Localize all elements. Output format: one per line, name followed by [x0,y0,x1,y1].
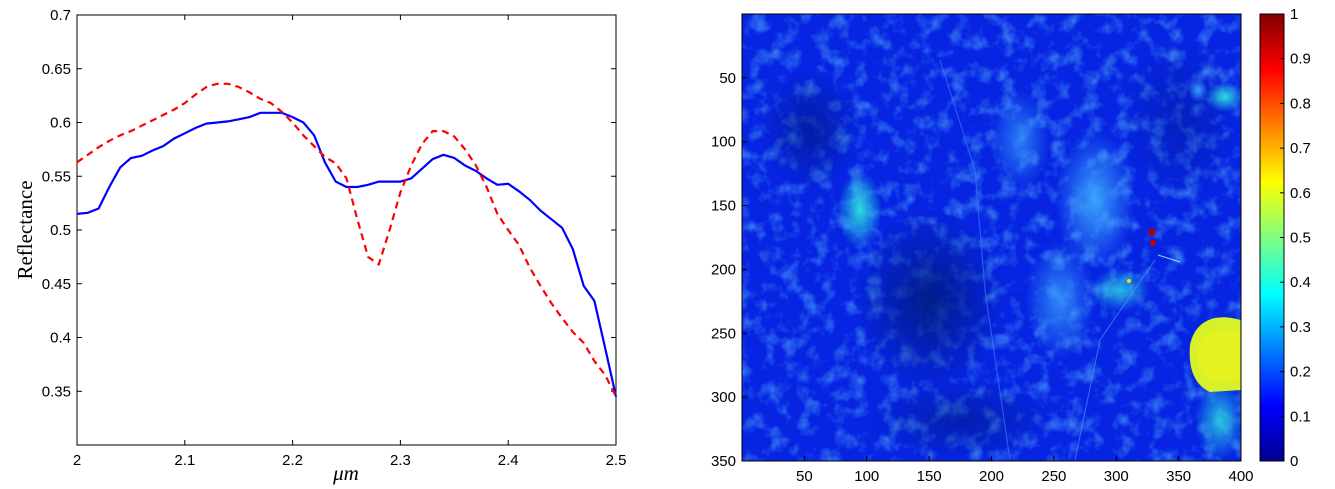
y-tick-label: 0.4 [50,330,71,347]
heatmap-y-ticks: 50 100 150 200 250 300 350 [711,70,747,470]
y-tick-label: 0.6 [50,115,71,132]
y-tick-label: 0.7 [50,7,71,24]
heatmap-x-tick-label: 400 [1228,468,1253,485]
colorbar-tick-label: 0.6 [1290,185,1311,202]
heatmap-y-tick-label: 300 [711,389,736,406]
x-tick-label: 2.5 [606,452,627,469]
y-tick-label: 0.5 [50,222,71,239]
x-tick-label: 2.2 [282,452,303,469]
colorbar-tick-label: 0.2 [1290,364,1311,381]
colorbar-tick-label: 1 [1290,6,1298,23]
heatmap-x-tick-label: 100 [854,468,879,485]
x-tick-label: 2.1 [174,452,195,469]
x-axis-ticks: 2 2.1 2.2 2.3 2.4 2.5 [73,15,627,469]
colorbar: 0 0.1 0.2 0.3 0.4 0.5 0.6 0.7 0.8 0.9 1 [1259,6,1311,470]
heatmap-image: 50 100 150 200 250 300 350 400 50 100 150 200 250 30… [711,13,1254,485]
heatmap-x-tick-label: 300 [1104,468,1129,485]
heatmap-x-tick-label: 150 [917,468,942,485]
y-tick-label: 0.55 [42,168,71,185]
spectrum-line-chart: 2 2.1 2.2 2.3 2.4 2.5 0.350.40.450.50.550.60.… [13,7,626,485]
y-tick-label: 0.65 [42,61,71,78]
plot-area [76,14,617,446]
series-line-solid [76,111,618,397]
heatmap-y-tick-label: 200 [711,261,736,278]
colorbar-tick-label: 0.5 [1290,230,1311,247]
heatmap-x-tick-label: 350 [1166,468,1191,485]
heatmap-x-ticks: 50 100 150 200 250 300 350 400 [796,456,1254,485]
y-tick-label: 0.45 [42,276,71,293]
heatmap-y-tick-label: 100 [711,134,736,151]
heatmap-y-tick-label: 250 [711,325,736,342]
x-tick-label: 2.4 [498,452,519,469]
colorbar-tick-label: 0 [1290,453,1298,470]
heatmap-y-tick-label: 50 [719,70,736,87]
x-tick-label: 2 [73,452,81,469]
y-tick-label: 0.35 [42,383,71,400]
heatmap-y-tick-label: 350 [711,453,736,470]
colorbar-tick-label: 0.4 [1290,274,1311,291]
heatmap-x-tick-label: 50 [796,468,813,485]
x-tick-label: 2.3 [390,452,411,469]
series-lines [76,82,618,398]
series-line-dashed [76,82,617,398]
colorbar-ticks: 0 0.1 0.2 0.3 0.4 0.5 0.6 0.7 0.8 0.9 1 [1280,6,1311,470]
colorbar-tick-label: 0.3 [1290,319,1311,336]
heatmap-y-tick-label: 150 [711,198,736,215]
heatmap-pixels [742,14,1241,461]
colorbar-tick-label: 0.1 [1290,408,1311,425]
heatmap-x-tick-label: 200 [979,468,1004,485]
x-axis-label: μm [332,461,359,485]
colorbar-tick-label: 0.9 [1290,51,1311,68]
y-axis-ticks: 0.35 0.4 0.45 0.5 0.55 0.6 0.65 0.7 [42,7,616,400]
heatmap-x-tick-label: 250 [1041,468,1066,485]
colorbar-tick-label: 0.8 [1290,95,1311,112]
y-axis-label: Reflectance [13,180,37,279]
colorbar-tick-label: 0.7 [1290,140,1311,157]
